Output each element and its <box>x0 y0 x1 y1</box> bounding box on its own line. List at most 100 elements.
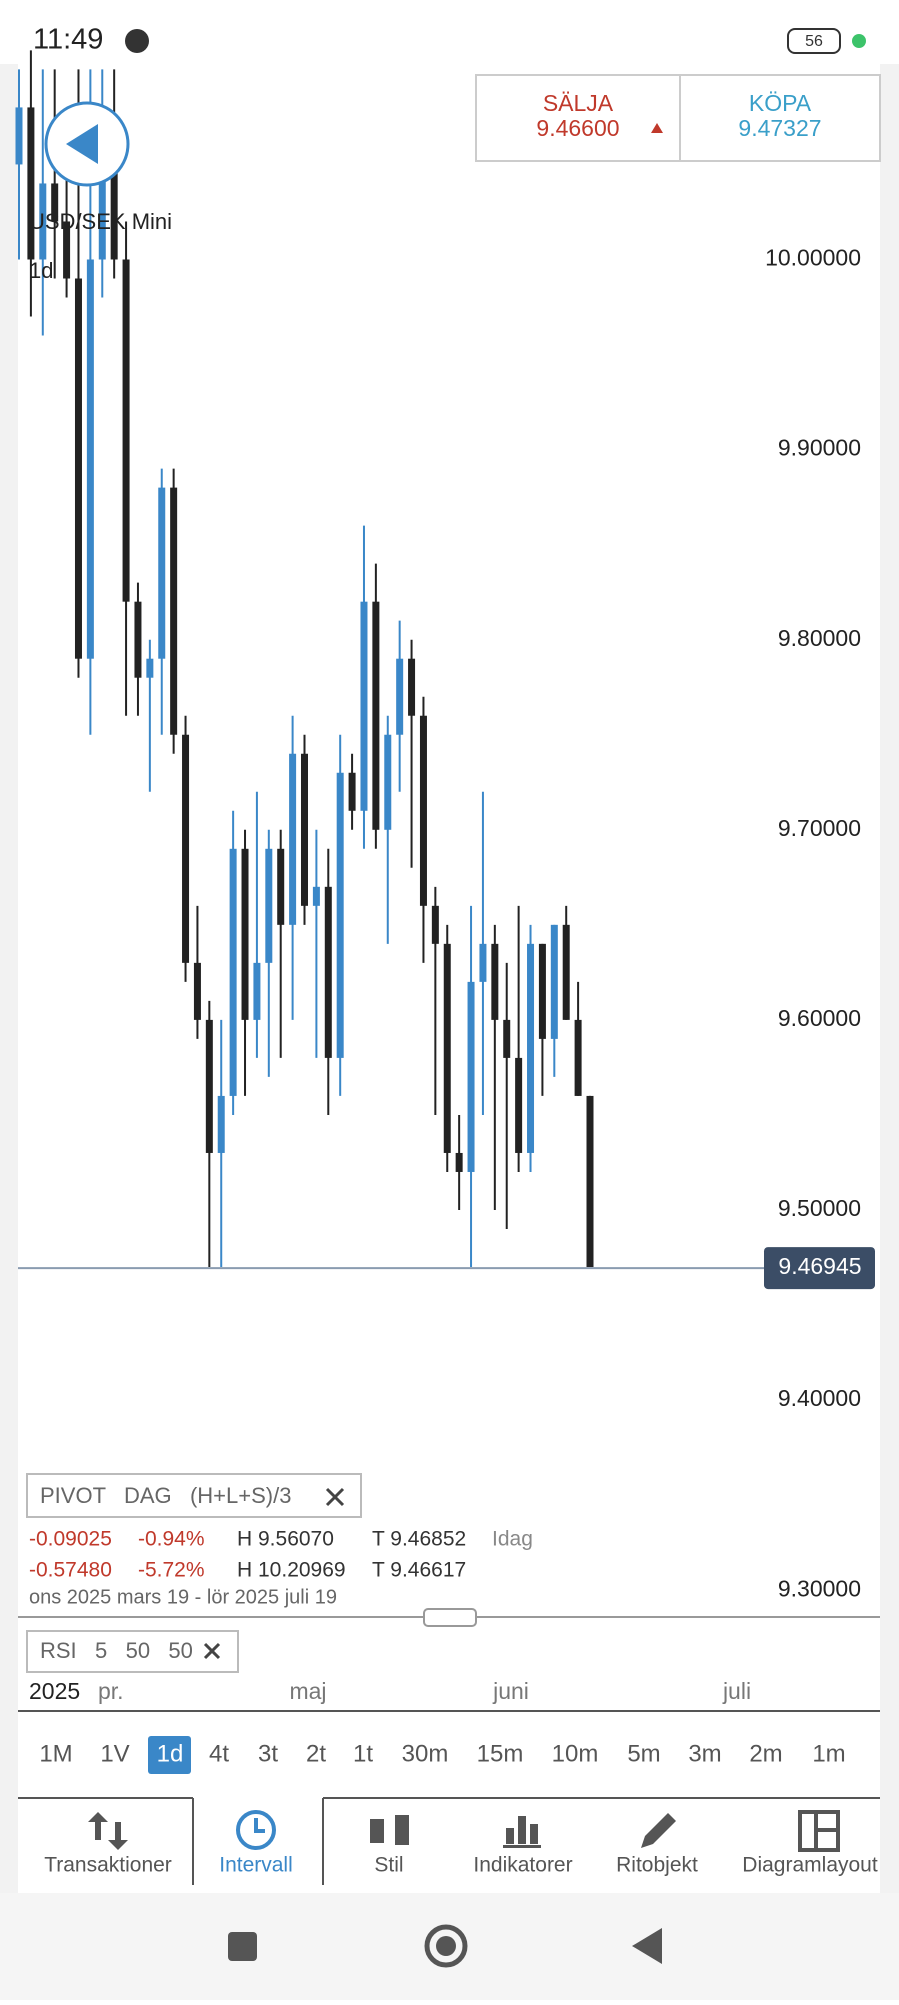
buy-label[interactable]: KÖPA <box>749 90 812 116</box>
interval-button[interactable]: 3m <box>688 1740 721 1767</box>
interval-button[interactable]: 1t <box>353 1740 373 1767</box>
y-tick-label: 9.80000 <box>778 625 861 651</box>
pane-handle[interactable] <box>423 1608 477 1627</box>
interval-icon-hands <box>254 1818 265 1833</box>
candle-body <box>205 1019 213 1153</box>
nav-home[interactable] <box>424 1924 468 1968</box>
candle-body <box>217 1095 225 1153</box>
pivot-close[interactable] <box>325 1487 345 1507</box>
interval-button[interactable]: 15m <box>477 1740 524 1767</box>
candle-body <box>348 772 356 811</box>
candle-body <box>39 183 47 260</box>
y-tick-label: 9.60000 <box>778 1005 861 1031</box>
candle-body <box>360 601 368 811</box>
interval-button[interactable]: 2t <box>306 1740 326 1767</box>
tab-label[interactable]: Intervall <box>219 1854 293 1877</box>
tab-label[interactable]: Ritobjekt <box>616 1854 698 1877</box>
candle-body <box>170 487 178 735</box>
candle-body <box>51 183 59 222</box>
candle-body <box>467 981 475 1172</box>
candle-body <box>538 943 546 1039</box>
candle-body <box>586 1095 594 1268</box>
pivot-value: T 9.46617 <box>372 1559 466 1582</box>
pivot-range: ons 2025 mars 19 - lör 2025 juli 19 <box>29 1586 337 1608</box>
last-price-box <box>764 1247 875 1290</box>
interval-button[interactable]: 10m <box>552 1740 599 1767</box>
back-arrow <box>66 124 98 164</box>
candle-body <box>419 715 427 906</box>
x-axis-label: maj <box>289 1678 326 1704</box>
nav-recents[interactable] <box>228 1932 257 1961</box>
candle-body <box>408 658 416 716</box>
style-icon <box>395 1815 409 1845</box>
interval-button[interactable]: 1M <box>39 1740 72 1767</box>
candle-body <box>396 658 404 735</box>
instrument-name: USD/SEK Mini <box>29 209 172 234</box>
clock: 11:49 <box>33 24 103 56</box>
interval-button[interactable]: 3t <box>258 1740 278 1767</box>
candle-body <box>574 1019 582 1096</box>
nav-back[interactable] <box>632 1928 662 1964</box>
tab-label[interactable]: Diagramlayout <box>742 1854 878 1877</box>
interval-button[interactable]: 5m <box>627 1740 660 1767</box>
y-tick-label: 9.90000 <box>778 435 861 461</box>
indicator-icon <box>503 1845 541 1848</box>
pivot-value: -0.57480 <box>29 1559 112 1582</box>
pivot-value: H 10.20969 <box>237 1559 346 1582</box>
indicator-icon <box>506 1828 514 1844</box>
y-tick-label: 9.70000 <box>778 815 861 841</box>
tab-label[interactable]: Indikatorer <box>473 1854 572 1877</box>
indicator-icon <box>530 1824 538 1844</box>
candle-body <box>182 734 190 963</box>
candle-body <box>289 753 297 925</box>
candle-body <box>277 848 285 925</box>
candle-body <box>74 278 82 659</box>
interval-button[interactable]: 1V <box>100 1740 129 1767</box>
buy-price[interactable]: 9.47327 <box>738 115 821 141</box>
interval-button[interactable]: 1d <box>157 1740 184 1767</box>
layout-icon-lines <box>814 1812 838 1850</box>
last-price-label: 9.46945 <box>778 1253 861 1279</box>
candle-body <box>63 221 71 279</box>
indicator-icon <box>518 1816 526 1844</box>
interval-button[interactable]: 4t <box>209 1740 229 1767</box>
pivot-value: -5.72% <box>138 1559 205 1582</box>
candle-body <box>336 772 344 1058</box>
x-axis-label: juli <box>722 1678 751 1704</box>
rsi-box <box>26 1630 239 1673</box>
interval-button[interactable]: 1m <box>812 1740 845 1767</box>
interval-selected <box>148 1736 191 1774</box>
candle-body <box>491 943 499 1020</box>
candle-body <box>527 943 535 1153</box>
candle-body <box>110 126 118 260</box>
pivot-header: PIVOT DAG (H+L+S)/3 <box>40 1483 291 1508</box>
transactions-icon <box>88 1812 128 1850</box>
sell-label[interactable]: SÄLJA <box>543 90 614 116</box>
y-tick-label: 9.40000 <box>778 1385 861 1411</box>
candle-body <box>134 601 142 678</box>
candle-body <box>312 886 320 906</box>
chart: 9.30000 9.40000 9.50000 9.60000 9.70000 9.800… <box>15 50 875 1601</box>
pivot-value: Idag <box>492 1528 533 1551</box>
x-axis-labels: 2025 pr. maj juni juli <box>29 1678 751 1704</box>
quote-box[interactable] <box>475 74 881 162</box>
candle-body <box>27 107 35 260</box>
candle-body <box>241 848 249 1020</box>
y-tick-label: 10.00000 <box>765 245 861 271</box>
tab-label[interactable]: Stil <box>374 1854 403 1877</box>
interval-button[interactable]: 30m <box>402 1740 449 1767</box>
y-tick-label: 9.30000 <box>778 1575 861 1601</box>
tab-label[interactable]: Transaktioner <box>44 1854 172 1877</box>
candle-body <box>301 753 308 906</box>
candle-body <box>562 924 570 1020</box>
pivot-value: T 9.46852 <box>372 1528 466 1551</box>
rsi-close[interactable] <box>203 1642 221 1660</box>
facebook-icon <box>125 29 149 53</box>
right-edge <box>880 64 899 1894</box>
candle-body <box>98 126 106 260</box>
tab-bar: Transaktioner Intervall Stil Indikatorer Rit… <box>44 1854 878 1877</box>
sell-price[interactable]: 9.46600 <box>536 115 619 141</box>
interval-button[interactable]: 2m <box>749 1740 782 1767</box>
candle-body <box>479 943 487 982</box>
